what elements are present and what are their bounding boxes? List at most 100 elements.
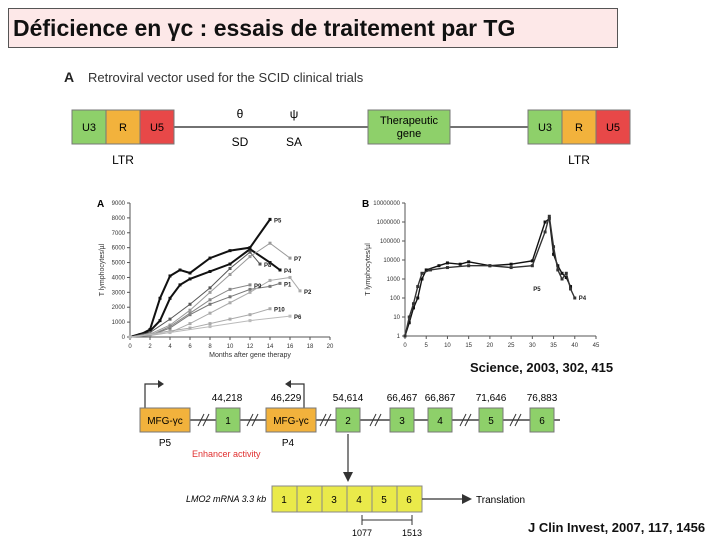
data-point xyxy=(228,295,232,299)
data-point xyxy=(228,287,232,291)
data-point xyxy=(556,264,560,268)
exon-label: 6 xyxy=(539,416,545,427)
mfg-block xyxy=(265,407,317,433)
data-point xyxy=(148,332,152,336)
position-label: 76,883 xyxy=(527,393,558,404)
sd-label: SD xyxy=(232,135,249,149)
data-point xyxy=(258,262,262,266)
data-point xyxy=(488,264,492,268)
data-point xyxy=(188,326,192,330)
x-tick-label: 18 xyxy=(307,344,314,350)
data-point xyxy=(288,275,292,279)
data-point xyxy=(268,217,272,221)
series-line-p5 xyxy=(404,217,572,337)
data-point xyxy=(248,287,252,291)
data-point xyxy=(228,267,232,271)
exon-block xyxy=(427,407,453,433)
arrow-head-icon xyxy=(343,472,353,482)
chart-a-letter: A xyxy=(97,199,104,210)
data-point xyxy=(458,262,462,266)
p4-promoter-arrow xyxy=(287,383,305,410)
exon-block xyxy=(529,407,555,433)
data-point xyxy=(552,245,556,249)
x-tick-label: 20 xyxy=(327,344,334,350)
mrna-exon-label: 1 xyxy=(281,495,287,506)
x-tick-label: 4 xyxy=(168,344,172,350)
y-tick-label: 1000 xyxy=(112,320,126,326)
data-point xyxy=(208,290,212,294)
data-point xyxy=(188,322,192,326)
data-point xyxy=(208,286,212,290)
data-point xyxy=(530,264,534,268)
x-tick-label: 35 xyxy=(550,343,557,349)
data-point xyxy=(547,214,551,218)
data-point xyxy=(420,271,424,275)
y-tick-label: 100 xyxy=(390,296,401,302)
x-tick-label: 15 xyxy=(465,343,472,349)
data-point xyxy=(288,314,292,318)
data-point xyxy=(278,281,282,285)
psi-symbol: ψ xyxy=(290,107,299,121)
mrna-label: LMO2 mRNA 3.3 kb xyxy=(186,494,266,504)
left-ltr: U3 R U5 LTR xyxy=(71,109,175,167)
data-point xyxy=(467,260,471,264)
therapeutic-gene-line1: Therapeutic xyxy=(380,115,439,127)
ltr-u3-label: U3 xyxy=(538,122,552,134)
y-tick-label: 1 xyxy=(397,334,401,340)
chart-b: B 1 10 100 1000 10000 100000 1000000 10000000 0 5 1… xyxy=(362,199,600,349)
position-label: 71,646 xyxy=(476,393,507,404)
data-point xyxy=(268,278,272,282)
mfg-label: MFG-γc xyxy=(147,416,183,427)
data-point xyxy=(407,321,411,325)
data-point xyxy=(416,285,420,289)
series-line-p8 xyxy=(129,251,261,338)
mrna-exon-label: 4 xyxy=(356,495,362,506)
lmo2-diagram: 44,218 46,229 54,614 66,467 66,867 71,64… xyxy=(139,380,560,538)
exon-block xyxy=(389,407,415,433)
enhancer-activity-label: Enhancer activity xyxy=(192,449,261,459)
data-point xyxy=(208,298,212,302)
x-tick-label: 8 xyxy=(208,344,212,350)
data-point xyxy=(560,277,564,281)
jci-reference: J Clin Invest, 2007, 117, 1456 xyxy=(528,520,706,535)
series-label-p5: P5 xyxy=(274,218,282,224)
data-point xyxy=(168,331,172,335)
exon-label: 1 xyxy=(225,416,231,427)
mfg-label: MFG-γc xyxy=(273,416,309,427)
data-point xyxy=(228,301,232,305)
exon-block xyxy=(478,407,504,433)
break-mark xyxy=(369,413,377,427)
ltr-u5-label: U5 xyxy=(150,122,164,134)
data-point xyxy=(445,266,449,270)
break-mark xyxy=(251,413,259,427)
data-point xyxy=(248,319,252,323)
x-tick-label: 45 xyxy=(593,343,600,349)
data-point xyxy=(188,271,192,275)
series-label-p4: P4 xyxy=(579,296,587,302)
y-axis-label: T lymphocytes/µl xyxy=(99,243,106,296)
data-point xyxy=(188,277,192,281)
therapeutic-gene-line2: gene xyxy=(397,128,421,140)
break-mark xyxy=(509,413,517,427)
y-tick-label: 10000 xyxy=(383,258,400,264)
y-tick-label: 8000 xyxy=(112,216,126,222)
break-mark xyxy=(464,413,472,427)
data-point xyxy=(248,313,252,317)
series-label-p2: P2 xyxy=(304,290,312,296)
break-mark xyxy=(319,413,327,427)
x-tick-label: 30 xyxy=(529,343,536,349)
page-title: Déficience en γc : essais de traitement … xyxy=(8,8,618,48)
y-tick-label: 7000 xyxy=(112,231,126,237)
data-point xyxy=(509,262,513,266)
x-tick-label: 5 xyxy=(425,343,429,349)
x-tick-label: 12 xyxy=(247,344,254,350)
data-point xyxy=(403,334,407,338)
data-point xyxy=(248,247,252,251)
y-tick-label: 1000000 xyxy=(377,220,401,226)
break-mark xyxy=(374,413,382,427)
exon-label: 3 xyxy=(399,416,405,427)
science-reference: Science, 2003, 302, 415 xyxy=(470,360,614,375)
data-point xyxy=(248,290,252,294)
right-ltr: U3 R U5 LTR xyxy=(527,109,631,167)
ltr-r-block xyxy=(105,109,141,145)
